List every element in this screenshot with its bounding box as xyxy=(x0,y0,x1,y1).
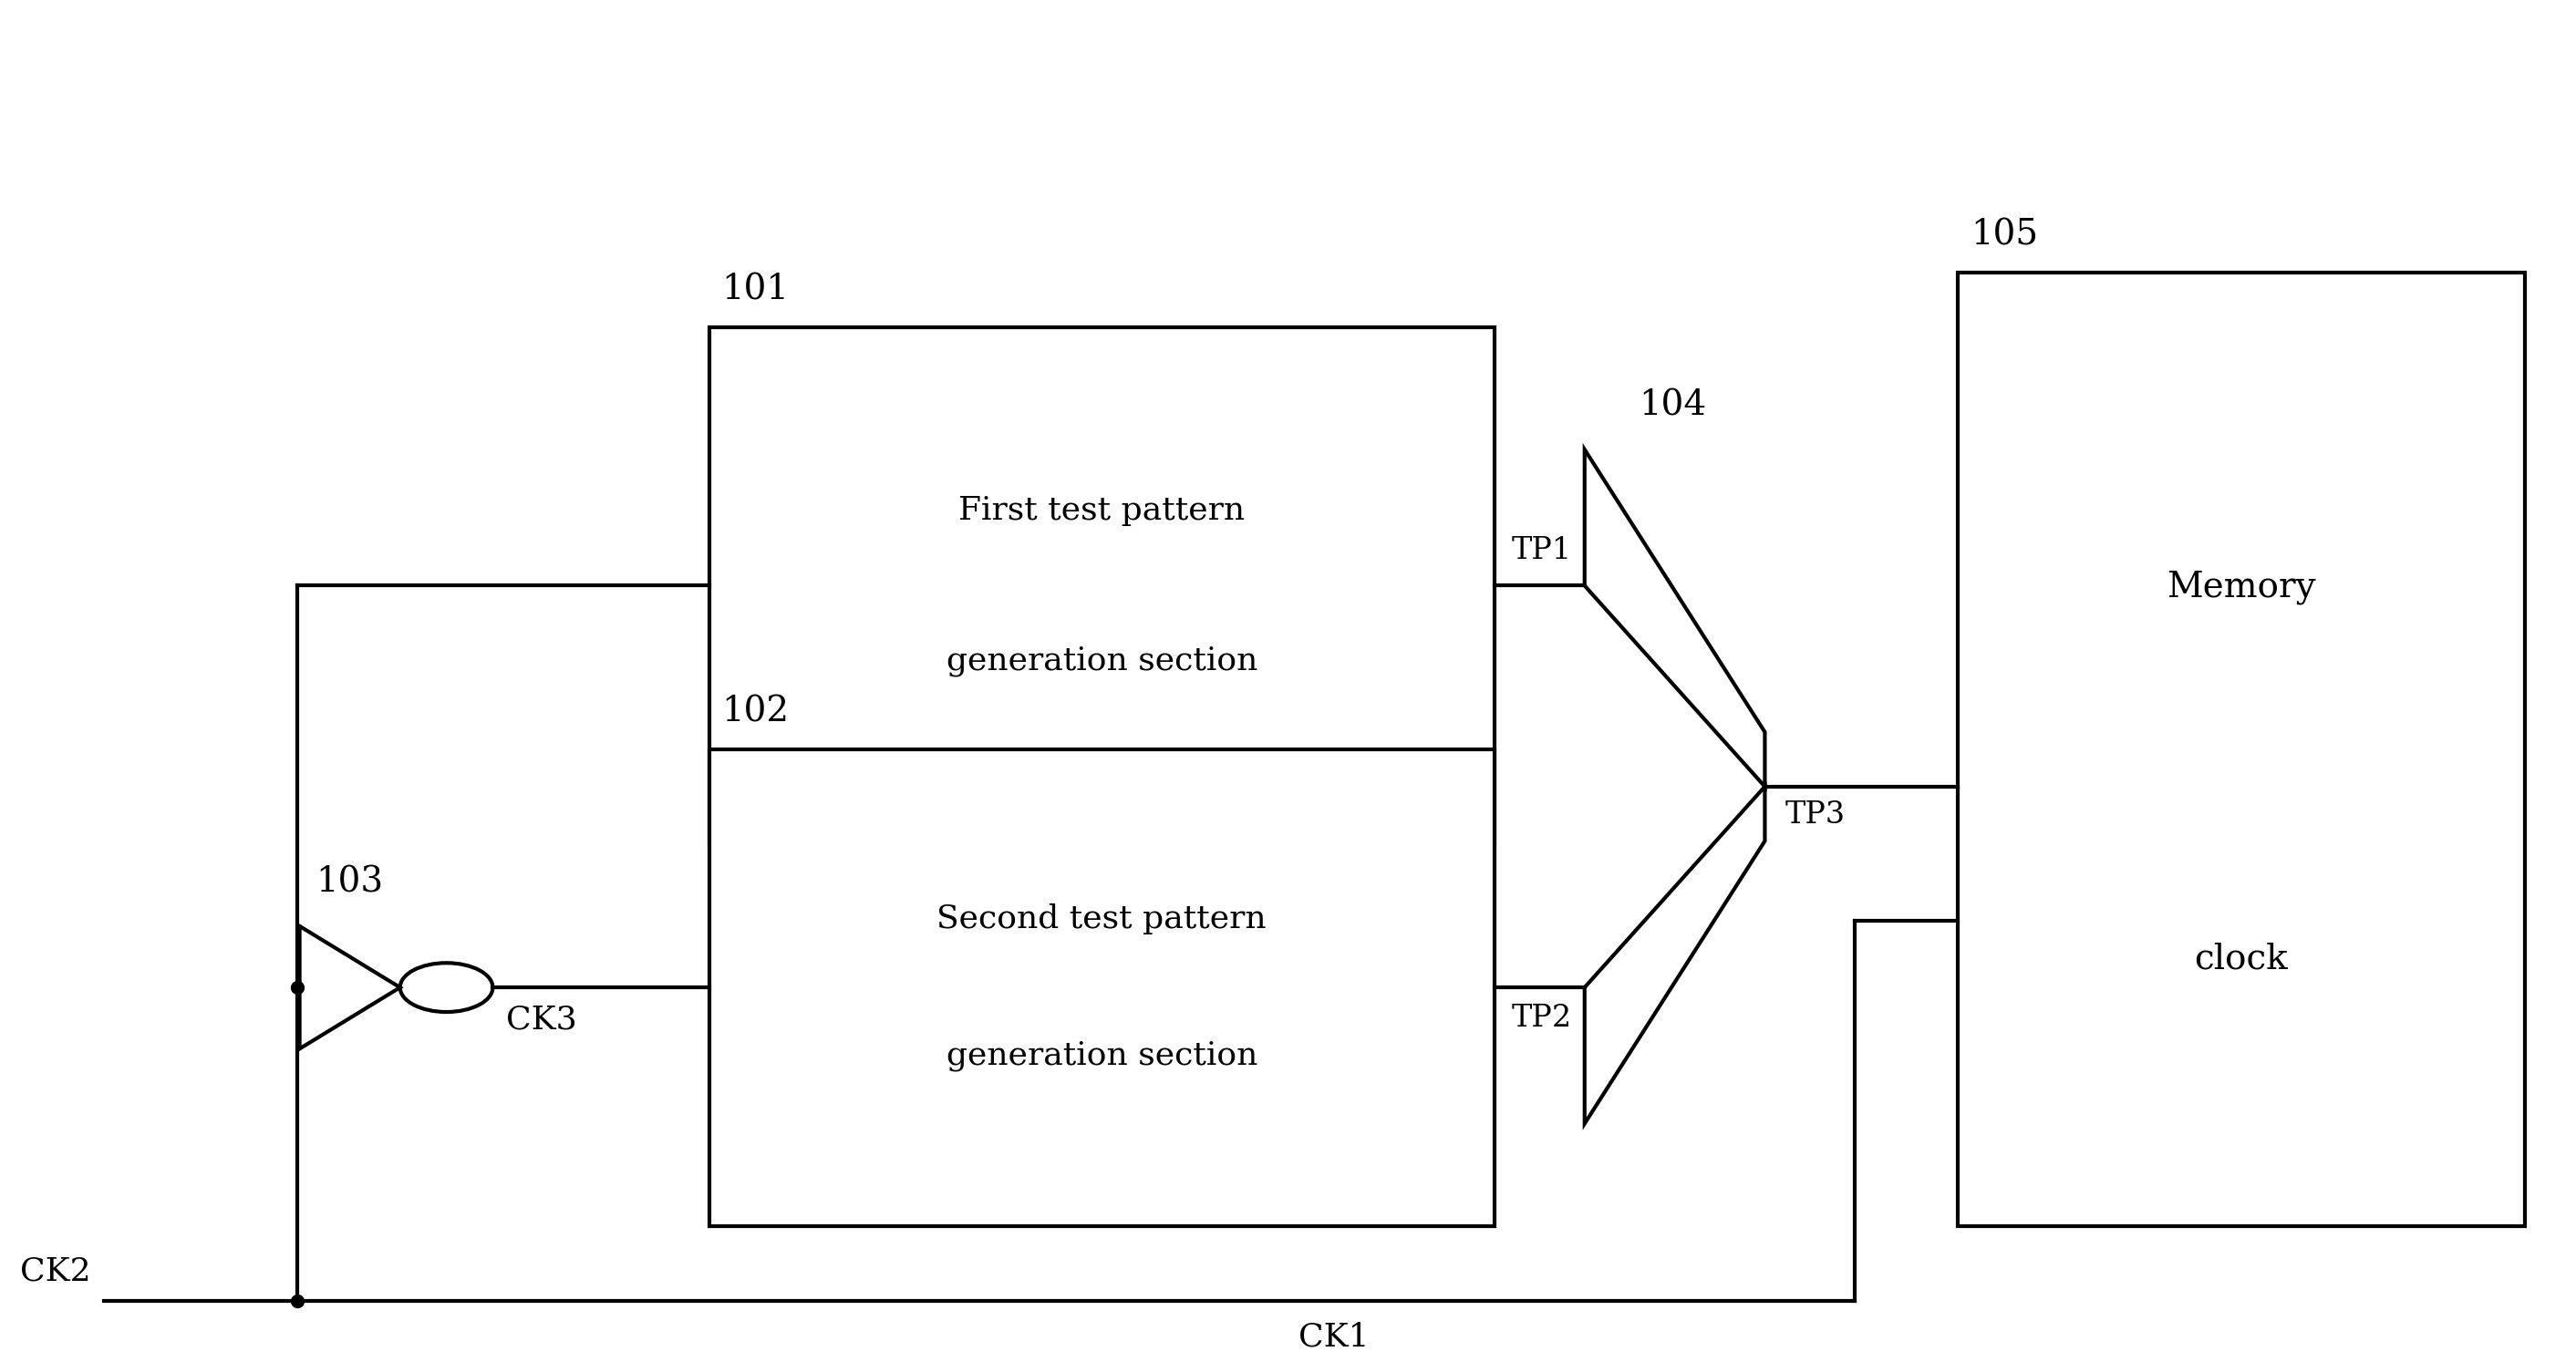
Bar xyxy=(1958,272,2524,1226)
Bar xyxy=(708,327,1494,844)
Bar xyxy=(708,749,1494,1226)
Text: TP3: TP3 xyxy=(1785,799,1847,829)
Text: Second test pattern: Second test pattern xyxy=(938,904,1267,934)
Text: TP2: TP2 xyxy=(1512,1004,1571,1032)
Text: generation section: generation section xyxy=(945,646,1257,676)
Text: 105: 105 xyxy=(1971,218,2038,252)
Text: Memory: Memory xyxy=(2166,569,2316,605)
Text: clock: clock xyxy=(2195,943,2287,975)
Text: First test pattern: First test pattern xyxy=(958,496,1244,526)
Polygon shape xyxy=(1584,787,1765,1124)
Polygon shape xyxy=(1584,449,1765,787)
Text: CK1: CK1 xyxy=(1298,1321,1370,1352)
Text: 104: 104 xyxy=(1638,388,1705,422)
Text: TP1: TP1 xyxy=(1512,537,1571,565)
Text: 101: 101 xyxy=(721,272,788,306)
Text: 103: 103 xyxy=(317,865,384,899)
Text: CK3: CK3 xyxy=(505,1004,577,1035)
Text: generation section: generation section xyxy=(945,1041,1257,1071)
Polygon shape xyxy=(299,926,399,1049)
Text: 102: 102 xyxy=(721,695,788,729)
Text: CK2: CK2 xyxy=(21,1256,90,1287)
